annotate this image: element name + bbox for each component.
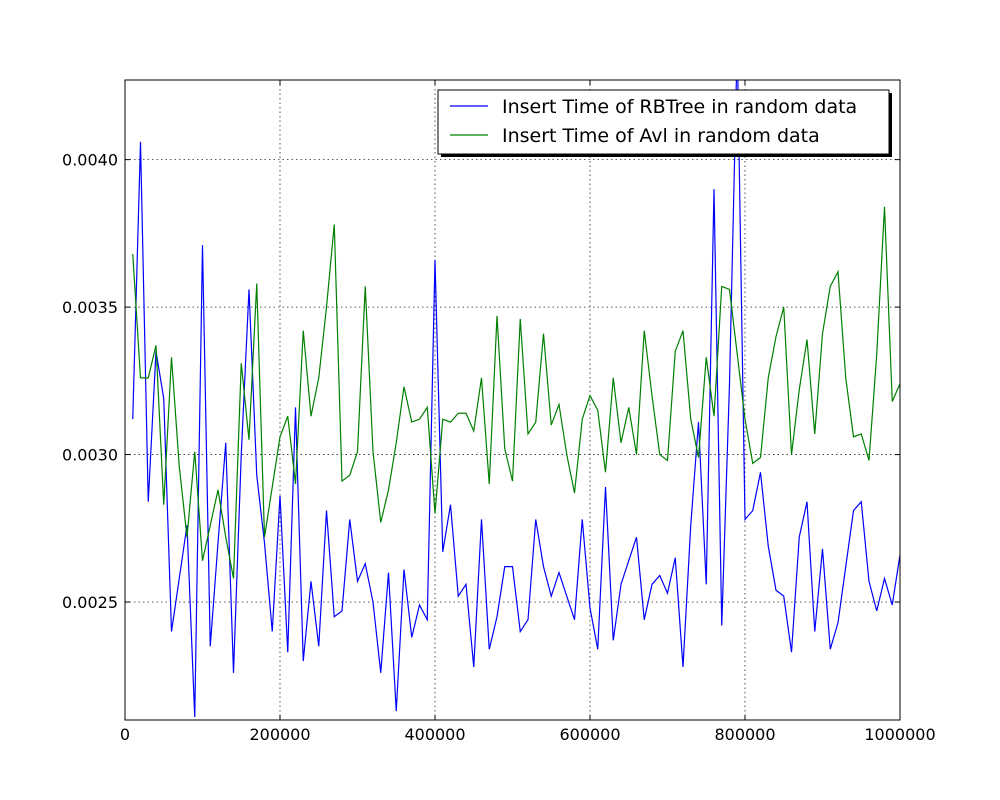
y-tick-label: 0.0025: [62, 593, 118, 612]
x-tick-label: 600000: [559, 725, 620, 744]
legend-label-0: Insert Time of RBTree in random data: [502, 96, 857, 118]
series-line-0: [132, 80, 900, 718]
y-tick-label: 0.0040: [62, 151, 118, 170]
x-tick-label: 800000: [714, 725, 775, 744]
y-tick-label: 0.0035: [62, 298, 118, 317]
x-tick-label: 400000: [404, 725, 465, 744]
x-tick-label: 1000000: [864, 725, 935, 744]
y-tick-label: 0.0030: [62, 446, 118, 465]
series-line-1: [132, 206, 900, 579]
legend-label-1: Insert Time of Avl in random data: [502, 125, 820, 147]
plot-area-frame: [124, 79, 901, 721]
legend: Insert Time of RBTree in random data Inse…: [437, 89, 892, 157]
series-group: [132, 80, 900, 718]
legend-box: [437, 89, 890, 155]
axis-ticks: 0 200000 400000 600000 800000 1000000 0.0025 0.…: [62, 80, 936, 744]
x-tick-label: 200000: [249, 725, 310, 744]
x-tick-label: 0: [120, 725, 130, 744]
